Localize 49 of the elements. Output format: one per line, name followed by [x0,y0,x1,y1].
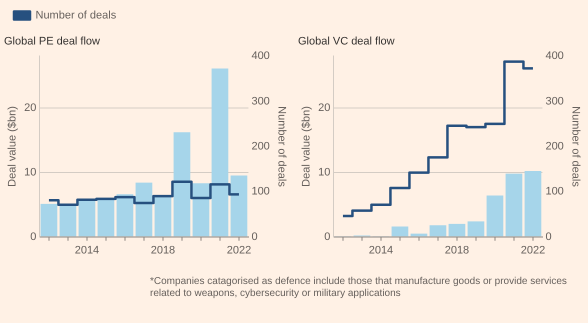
bar [174,132,190,236]
x-tick-label: 2014 [368,244,394,256]
bar [486,196,504,236]
y2-tick-label: 0 [251,230,258,243]
y2-tick-label: 200 [251,140,270,153]
y2-tick-label: 300 [251,95,270,108]
y-axis-title: Deal value ($bn) [6,106,19,187]
y-tick-label: 20 [318,102,330,114]
chart-title: Global VC deal flow [298,36,395,48]
y2-tick-label: 100 [545,186,564,198]
bar [468,221,484,236]
y-tick-label: 20 [24,102,36,114]
y2-tick-label: 100 [251,186,270,198]
x-tick-label: 2018 [444,244,470,256]
legend-label: Number of deals [36,10,117,22]
bar [212,68,228,236]
y2-tick-label: 400 [251,50,270,62]
bar [506,174,522,236]
y-axis-title: Deal value ($bn) [300,106,313,187]
bar [430,225,446,236]
bar [524,171,542,236]
bar [410,234,428,236]
y-tick-label: 0 [324,230,330,243]
bar [60,204,76,236]
bar [78,199,96,236]
y2-tick-label: 300 [545,95,564,108]
y2-tick-label: 200 [545,140,564,153]
y2-tick-label: 400 [545,50,564,62]
y-tick-label: 10 [24,166,36,178]
bar [98,198,114,236]
x-tick-label: 2014 [74,244,100,256]
y2-axis-title: Number of deals [275,106,288,188]
y-tick-label: 10 [318,166,330,178]
bar [392,226,408,236]
x-tick-label: 2018 [150,244,176,256]
bar [230,176,248,236]
bar [154,196,172,236]
bar [136,182,152,236]
bar [116,194,134,236]
y2-axis-title: Number of deals [569,106,582,188]
y2-tick-label: 0 [545,230,552,243]
y-tick-label: 0 [30,230,36,243]
x-tick-label: 2022 [226,244,252,256]
chart-title: Global PE deal flow [4,36,100,48]
bar [40,204,58,236]
bar [192,183,210,236]
text: *Companies catagorised as defence include those that manufacture goods or provide services related to weapons, cybersecurity or military applications [150,276,568,300]
x-tick-label: 2022 [520,244,546,256]
bar [448,224,466,236]
